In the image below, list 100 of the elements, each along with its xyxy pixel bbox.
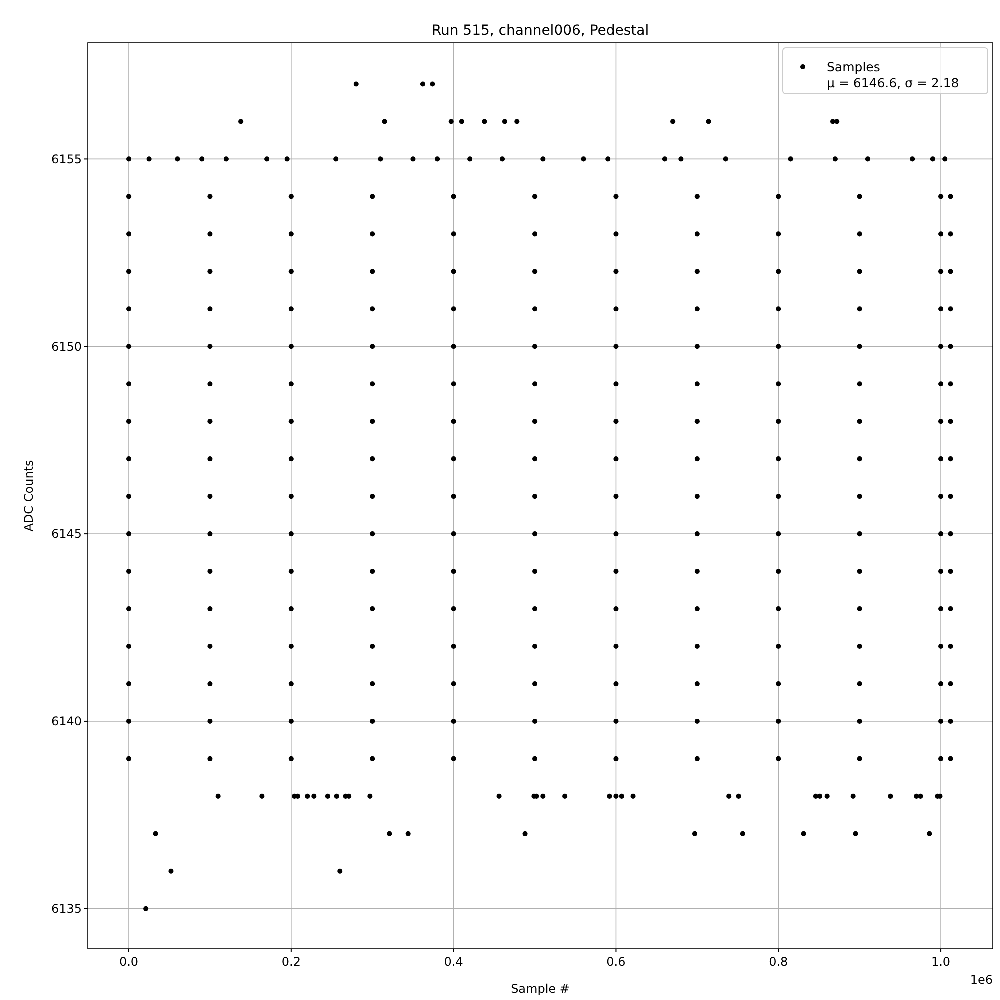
point	[224, 156, 229, 162]
point	[948, 232, 954, 237]
point	[305, 794, 310, 799]
point	[910, 156, 916, 162]
x-axis-title: Sample #	[511, 982, 570, 996]
y-tick-label: 6135	[51, 902, 82, 916]
point	[238, 119, 244, 124]
point	[370, 382, 376, 387]
point	[451, 232, 456, 237]
point	[370, 232, 376, 237]
point	[694, 232, 700, 237]
point	[938, 344, 944, 350]
point	[288, 419, 294, 424]
point	[948, 532, 954, 537]
point	[938, 419, 944, 424]
point	[288, 344, 294, 350]
point	[532, 232, 538, 237]
x-tick-label: 0.6	[606, 955, 626, 969]
chart-title: Run 515, channel006, Pedestal	[432, 23, 650, 39]
point	[500, 156, 506, 162]
point	[614, 456, 619, 462]
point	[614, 419, 619, 424]
point	[614, 606, 619, 612]
point	[938, 456, 944, 462]
point	[208, 569, 213, 574]
point	[948, 681, 954, 687]
point	[208, 419, 213, 424]
point	[776, 681, 782, 687]
point	[334, 794, 340, 799]
point	[288, 194, 294, 200]
point	[288, 306, 294, 312]
point	[216, 794, 221, 799]
point	[694, 456, 700, 462]
point	[948, 419, 954, 424]
point	[451, 681, 456, 687]
point	[126, 494, 132, 500]
point	[694, 494, 700, 500]
point	[451, 756, 456, 762]
point	[514, 119, 520, 124]
point	[420, 82, 426, 87]
point	[857, 681, 862, 687]
point	[435, 156, 440, 162]
point	[126, 382, 132, 387]
point	[338, 868, 343, 874]
point	[208, 681, 213, 687]
point	[614, 644, 619, 650]
point	[370, 494, 376, 500]
y-axis-title: ADC Counts	[22, 460, 36, 532]
point	[606, 156, 611, 162]
point	[694, 269, 700, 274]
point	[288, 494, 294, 500]
point	[694, 382, 700, 387]
point	[532, 194, 538, 200]
point	[288, 569, 294, 574]
point	[208, 269, 213, 274]
point	[801, 831, 806, 836]
point	[208, 232, 213, 237]
point	[459, 119, 464, 124]
point	[942, 156, 948, 162]
point	[938, 532, 944, 537]
point	[662, 156, 668, 162]
point	[938, 644, 944, 650]
point	[208, 532, 213, 537]
point	[288, 532, 294, 537]
point	[948, 756, 954, 762]
point	[918, 794, 924, 799]
point	[694, 344, 700, 350]
point	[288, 756, 294, 762]
point	[451, 419, 456, 424]
point	[857, 344, 862, 350]
point	[126, 606, 132, 612]
point	[370, 681, 376, 687]
point	[857, 569, 862, 574]
point	[288, 718, 294, 724]
point	[776, 232, 782, 237]
point	[938, 569, 944, 574]
point	[208, 718, 213, 724]
point	[938, 718, 944, 724]
point	[126, 419, 132, 424]
point	[857, 494, 862, 500]
point	[834, 119, 840, 124]
legend-label: Samples μ = 6146.6, σ = 2.18	[827, 59, 960, 90]
point	[948, 606, 954, 612]
point	[451, 569, 456, 574]
y-tick-label: 6145	[51, 527, 82, 542]
point	[406, 831, 411, 836]
point	[208, 194, 213, 200]
point	[853, 831, 858, 836]
point	[630, 794, 636, 799]
point	[581, 156, 586, 162]
point	[370, 456, 376, 462]
point	[126, 569, 132, 574]
y-tick-label: 6150	[51, 340, 82, 354]
point	[857, 306, 862, 312]
point	[776, 756, 782, 762]
point	[126, 306, 132, 312]
point	[857, 269, 862, 274]
point	[532, 569, 538, 574]
point	[451, 269, 456, 274]
point	[175, 156, 180, 162]
